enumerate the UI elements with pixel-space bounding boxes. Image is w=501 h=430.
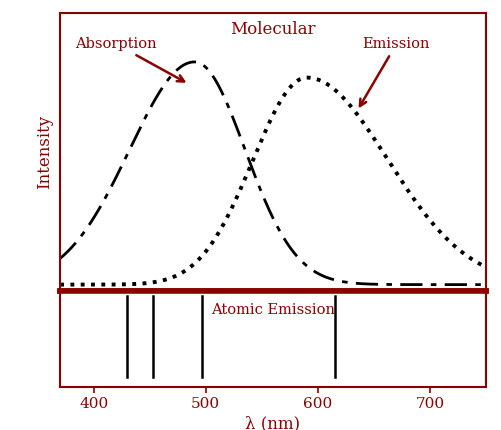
Y-axis label: Intensity: Intensity — [36, 115, 53, 189]
Text: Molecular: Molecular — [230, 21, 316, 38]
Text: Emission: Emission — [360, 37, 430, 106]
Text: Atomic Emission: Atomic Emission — [211, 303, 335, 317]
X-axis label: λ (nm): λ (nm) — [245, 415, 301, 430]
Text: Absorption: Absorption — [75, 37, 184, 81]
